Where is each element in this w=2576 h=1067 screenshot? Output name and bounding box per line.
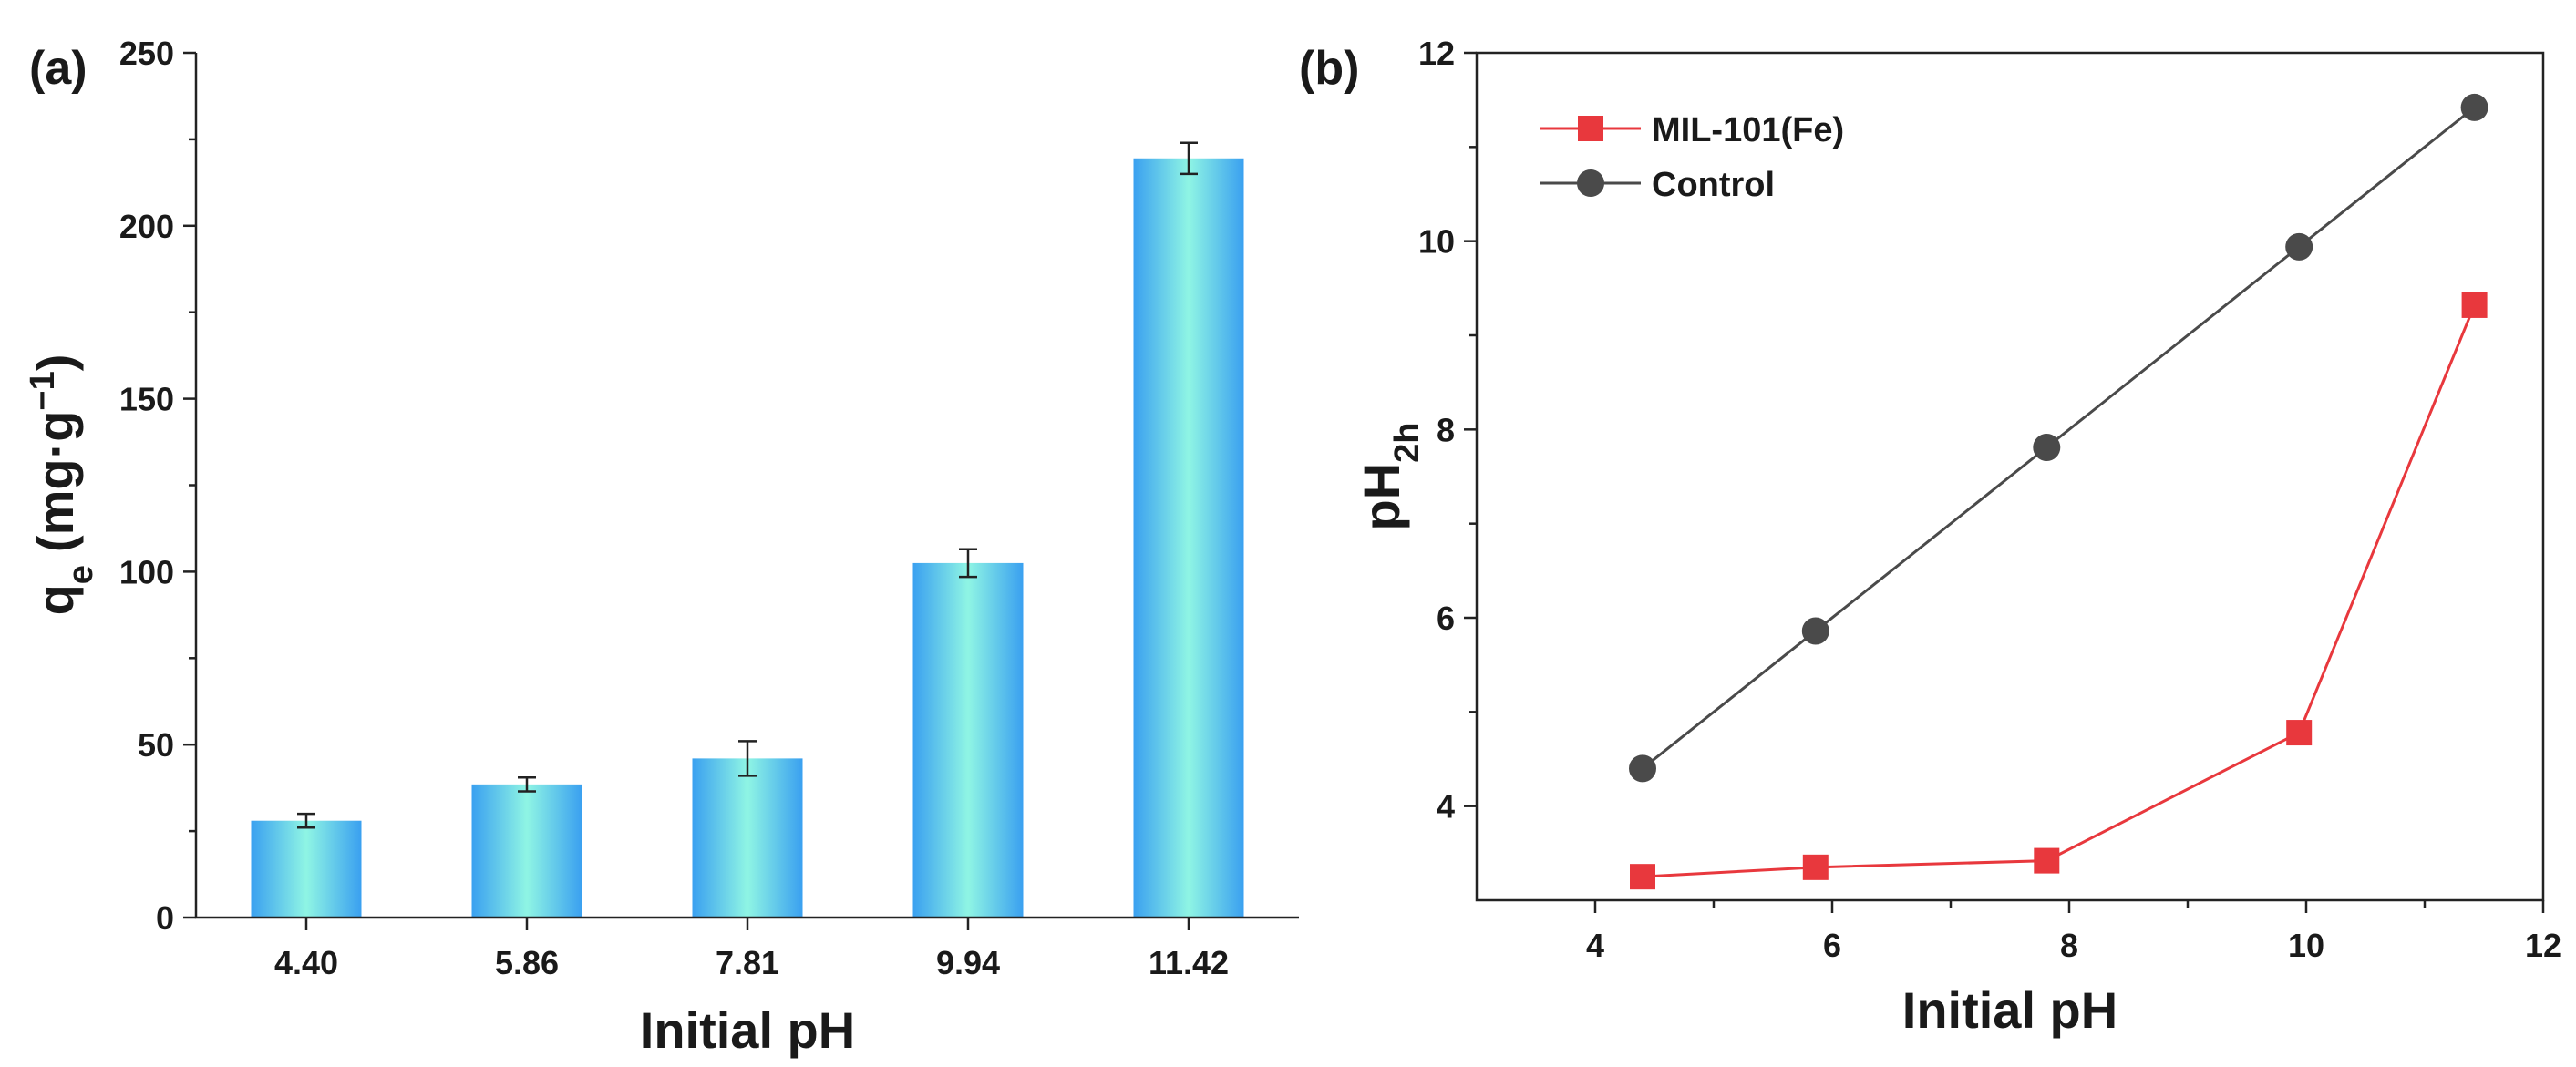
b-y-axis-title: pH2h bbox=[1353, 422, 1427, 530]
point-control bbox=[2285, 232, 2313, 261]
b-y-tick-label: 4 bbox=[1437, 788, 1455, 826]
a-y-axis-title: qe(mg·g−1) bbox=[24, 354, 100, 616]
point-mil-101-fe bbox=[1802, 854, 1829, 880]
a-y-tick-label: 150 bbox=[119, 381, 174, 418]
error-bar-11.42 bbox=[1180, 141, 1198, 176]
error-bar-5.86 bbox=[518, 776, 536, 793]
legend-marker-mil-101-fe bbox=[1578, 116, 1603, 141]
error-bar-4.40 bbox=[297, 812, 315, 829]
b-y-tick-label: 10 bbox=[1418, 223, 1455, 261]
a-y-tick-label: 250 bbox=[119, 35, 174, 72]
series-line-control bbox=[1642, 106, 2476, 770]
point-control bbox=[1801, 617, 1829, 645]
bar-11.42 bbox=[1133, 158, 1244, 918]
legend-label-mil-101-fe: MIL-101(Fe) bbox=[1652, 111, 1844, 149]
a-x-tick-label: 7.81 bbox=[716, 944, 779, 981]
point-control bbox=[2033, 433, 2061, 461]
a-x-tick-label: 4.40 bbox=[274, 944, 338, 981]
a-x-tick-label: 11.42 bbox=[1149, 944, 1229, 981]
panel-b-label: (b) bbox=[1299, 42, 1359, 95]
point-mil-101-fe bbox=[1630, 864, 1655, 890]
line-chart-panel: (b) 4 6 8 10 12 4 6 8 10 12 MIL-101(Fe) Control I… bbox=[1299, 35, 2561, 1039]
error-bar-7.81 bbox=[738, 740, 757, 777]
error-bar-9.94 bbox=[959, 548, 977, 579]
bar-5.86 bbox=[471, 784, 582, 918]
a-x-tick-label: 5.86 bbox=[495, 944, 559, 981]
b-y-tick-label: 12 bbox=[1418, 35, 1455, 72]
a-x-tick-label: 9.94 bbox=[936, 944, 1000, 981]
b-x-tick-label: 10 bbox=[2288, 927, 2324, 964]
bar-7.81 bbox=[692, 758, 803, 918]
a-y-tick-label: 50 bbox=[138, 726, 174, 764]
b-x-axis-title: Initial pH bbox=[1902, 981, 2117, 1039]
series-line-mil-101-fe bbox=[1642, 304, 2476, 878]
a-y-tick-label: 200 bbox=[119, 208, 174, 245]
point-mil-101-fe bbox=[2034, 847, 2060, 874]
b-x-tick-label: 6 bbox=[1823, 927, 1841, 964]
b-x-tick-label: 4 bbox=[1586, 927, 1604, 964]
b-x-tick-label: 12 bbox=[2525, 927, 2561, 964]
point-mil-101-fe bbox=[2286, 720, 2313, 746]
a-y-tick-label: 0 bbox=[156, 899, 174, 937]
b-y-tick-label: 8 bbox=[1437, 411, 1455, 448]
a-y-tick-label: 100 bbox=[119, 553, 174, 590]
b-x-tick-label: 8 bbox=[2060, 927, 2078, 964]
bar-chart-panel: (a) 0 50 100 150 200 250 4.40 5.86 7.81 9.94 11.4… bbox=[24, 35, 1299, 1059]
b-axes-frame bbox=[1475, 51, 2545, 902]
point-control bbox=[1629, 754, 1656, 783]
b-y-tick-label: 6 bbox=[1437, 600, 1455, 637]
legend-label-control: Control bbox=[1652, 166, 1775, 204]
legend-marker-control bbox=[1577, 169, 1604, 197]
a-x-axis-title: Initial pH bbox=[640, 1001, 855, 1059]
point-control bbox=[2460, 93, 2488, 121]
bar-4.40 bbox=[251, 820, 362, 918]
bar-9.94 bbox=[912, 562, 1024, 918]
legend: MIL-101(Fe) Control bbox=[1540, 111, 1844, 204]
panel-a-label: (a) bbox=[29, 42, 88, 95]
point-mil-101-fe bbox=[2461, 292, 2488, 318]
